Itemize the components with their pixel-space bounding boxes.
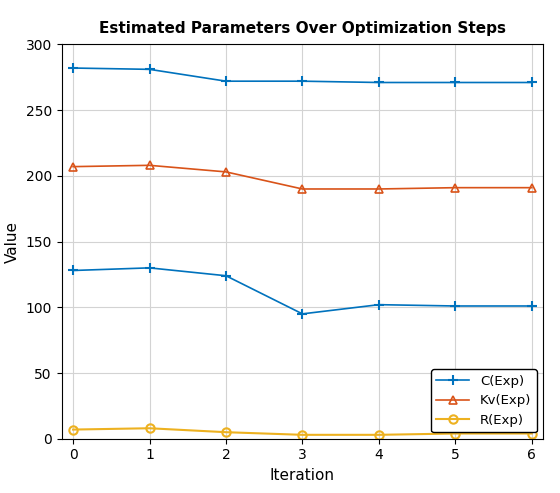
R(Exp) [69,426,76,432]
Line: Kv(Exp): Kv(Exp) [69,161,536,193]
Line: C(Exp): C(Exp) [68,63,536,87]
Kv(Exp) [222,169,229,175]
C(Exp) [529,79,535,85]
Kv(Exp) [452,185,459,191]
C(Exp) [222,78,229,84]
R(Exp) [376,432,382,438]
R(Exp) [222,429,229,435]
X-axis label: Iteration: Iteration [270,468,335,483]
R(Exp) [529,430,535,436]
R(Exp) [146,425,153,431]
Kv(Exp) [146,162,153,168]
R(Exp) [452,430,459,436]
C(Exp) [146,67,153,72]
Title: Estimated Parameters Over Optimization Steps: Estimated Parameters Over Optimization S… [99,21,506,36]
R(Exp) [299,432,306,438]
C(Exp) [452,79,459,85]
Kv(Exp) [69,164,76,170]
C(Exp) [69,65,76,71]
C(Exp) [376,79,382,85]
Kv(Exp) [529,185,535,191]
C(Exp) [299,78,306,84]
Kv(Exp) [299,186,306,192]
Y-axis label: Value: Value [5,220,20,263]
Legend: C(Exp), Kv(Exp), R(Exp): C(Exp), Kv(Exp), R(Exp) [431,369,536,432]
Kv(Exp) [376,186,382,192]
Line: R(Exp): R(Exp) [69,424,536,439]
